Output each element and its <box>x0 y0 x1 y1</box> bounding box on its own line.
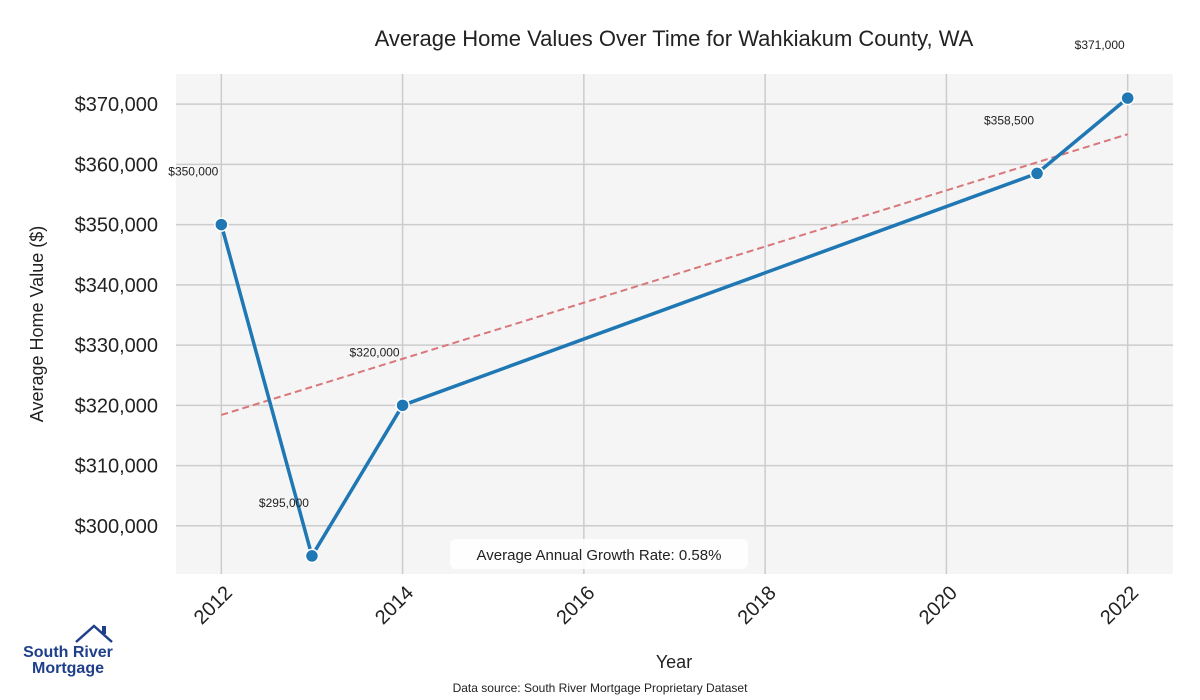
data-point <box>214 217 229 232</box>
logo-line-2: Mortgage <box>32 660 104 677</box>
x-axis-label: Year <box>656 652 692 672</box>
data-label: $350,000 <box>168 165 218 179</box>
y-tick-label: $360,000 <box>75 154 158 176</box>
data-label: $295,000 <box>259 496 309 510</box>
y-tick-label: $370,000 <box>75 94 158 116</box>
y-tick-label: $300,000 <box>75 516 158 538</box>
data-point <box>1120 90 1135 106</box>
x-tick-label: 2020 <box>915 582 962 629</box>
y-axis-label: Average Home Value ($) <box>27 226 47 422</box>
data-point <box>1029 166 1045 181</box>
x-tick-label: 2016 <box>552 582 599 629</box>
company-logo: South River Mortgage <box>18 620 118 682</box>
x-tick-label: 2018 <box>734 582 781 629</box>
x-tick-label: 2014 <box>371 582 418 629</box>
data-point <box>395 398 410 413</box>
annotation-box <box>450 539 748 569</box>
x-tick-label: 2012 <box>190 582 237 629</box>
growth-rate-annotation: Average Annual Growth Rate: 0.58% <box>450 539 748 569</box>
plot-area <box>176 74 1173 574</box>
y-tick-label: $320,000 <box>75 395 158 417</box>
trend-line <box>221 133 1128 416</box>
data-source-note: Data source: South River Mortgage Propri… <box>452 681 748 695</box>
y-tick-label: $350,000 <box>75 215 158 237</box>
house-roof-icon <box>75 624 113 643</box>
data-label: $320,000 <box>350 345 400 359</box>
chart-title: Average Home Values Over Time for Wahkia… <box>375 26 974 51</box>
data-point <box>304 548 320 564</box>
y-tick-label: $340,000 <box>75 275 158 297</box>
logo-line-1: South River <box>23 644 113 661</box>
data-label: $358,500 <box>984 113 1034 127</box>
data-label: $371,000 <box>1075 38 1125 52</box>
x-tick-label: 2022 <box>1096 582 1143 629</box>
y-tick-label: $310,000 <box>75 456 158 478</box>
annotation-text: Average Annual Growth Rate: 0.58% <box>477 547 722 564</box>
y-tick-label: $330,000 <box>75 335 158 357</box>
